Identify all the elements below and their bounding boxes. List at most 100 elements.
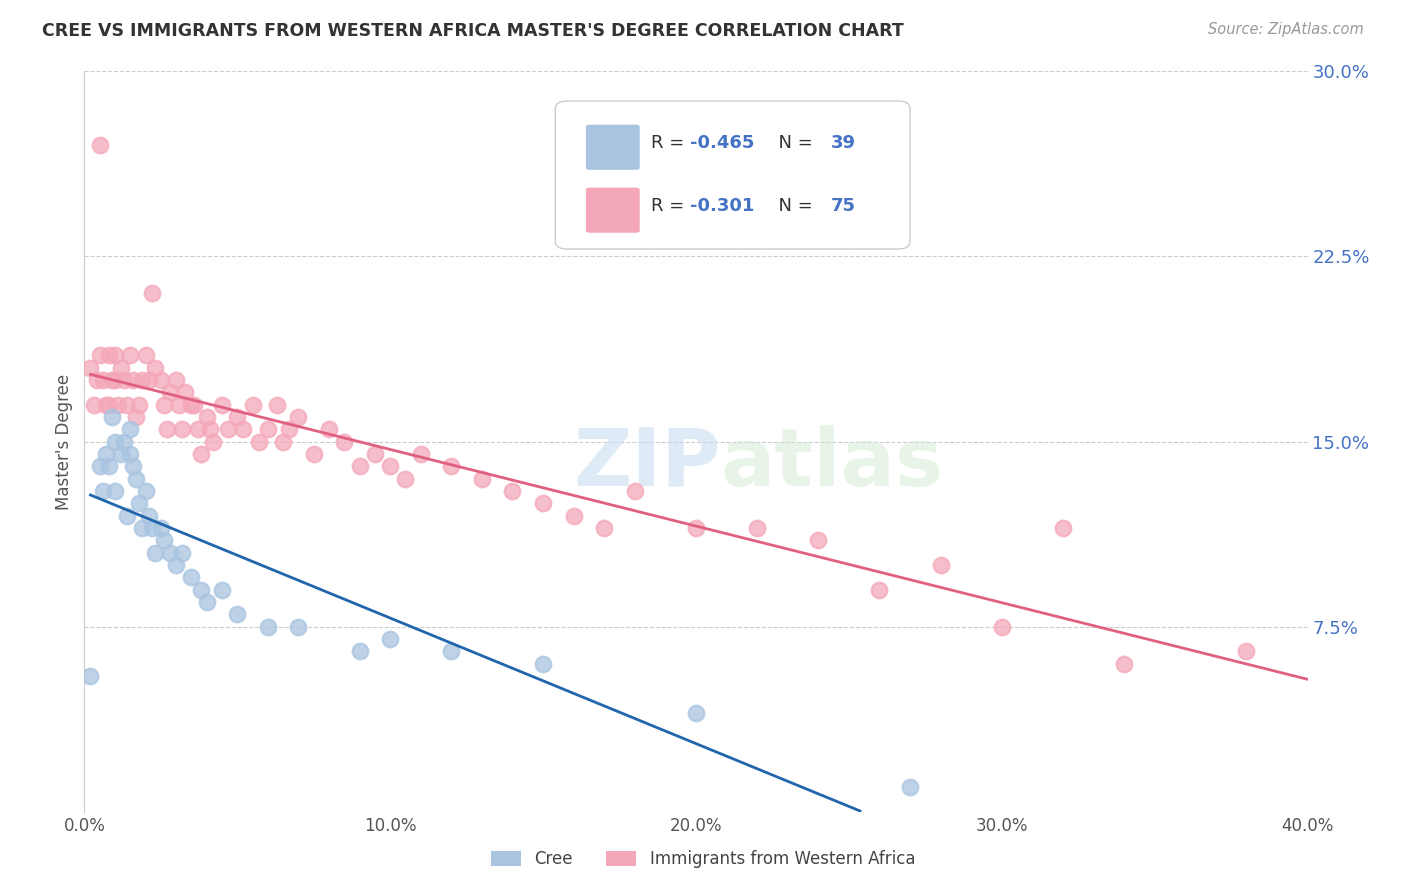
Point — [364, 447, 387, 461]
Point — [898, 780, 921, 794]
Point — [409, 447, 432, 461]
Point — [120, 447, 142, 461]
Point — [101, 373, 124, 387]
Text: 75: 75 — [831, 196, 855, 215]
Point — [120, 422, 142, 436]
Point — [287, 409, 309, 424]
Point — [131, 521, 153, 535]
Point — [94, 447, 117, 461]
Point — [89, 348, 111, 362]
Point — [531, 657, 554, 671]
Point — [115, 398, 138, 412]
Point — [89, 138, 111, 153]
Point — [380, 459, 402, 474]
Point — [172, 546, 194, 560]
Point — [593, 521, 616, 535]
Point — [110, 360, 132, 375]
Text: R =: R = — [651, 134, 690, 152]
Point — [242, 398, 264, 412]
Point — [104, 373, 127, 387]
Point — [153, 398, 176, 412]
Point — [685, 706, 707, 720]
Point — [79, 669, 101, 683]
Point — [97, 348, 120, 362]
Point — [198, 422, 221, 436]
Legend: Cree, Immigrants from Western Africa: Cree, Immigrants from Western Africa — [484, 844, 922, 875]
Point — [172, 422, 194, 436]
Point — [380, 632, 402, 646]
Point — [807, 533, 830, 548]
FancyBboxPatch shape — [586, 125, 640, 169]
Point — [747, 521, 769, 535]
Point — [1052, 521, 1074, 535]
Y-axis label: Master's Degree: Master's Degree — [55, 374, 73, 509]
Point — [143, 360, 166, 375]
Point — [257, 619, 280, 633]
Point — [562, 508, 585, 523]
Point — [471, 471, 494, 485]
Point — [266, 398, 288, 412]
Point — [125, 471, 148, 485]
Point — [159, 546, 181, 560]
Point — [531, 496, 554, 510]
Point — [1114, 657, 1136, 671]
Point — [97, 398, 120, 412]
Point — [141, 286, 163, 301]
Point — [190, 582, 212, 597]
Point — [302, 447, 325, 461]
Point — [128, 496, 150, 510]
Point — [440, 459, 463, 474]
Point — [226, 607, 249, 622]
Point — [333, 434, 356, 449]
Point — [112, 434, 135, 449]
Point — [120, 348, 142, 362]
Point — [186, 422, 208, 436]
FancyBboxPatch shape — [586, 187, 640, 233]
Point — [318, 422, 340, 436]
Point — [138, 508, 160, 523]
Point — [247, 434, 270, 449]
Point — [1236, 644, 1258, 658]
Point — [104, 348, 127, 362]
Point — [232, 422, 254, 436]
Point — [156, 422, 179, 436]
Point — [394, 471, 416, 485]
FancyBboxPatch shape — [555, 101, 910, 249]
Text: 39: 39 — [831, 134, 855, 152]
Point — [149, 521, 172, 535]
Point — [91, 373, 114, 387]
Point — [122, 373, 145, 387]
Point — [112, 373, 135, 387]
Text: -0.465: -0.465 — [690, 134, 754, 152]
Point — [195, 595, 218, 609]
Point — [138, 373, 160, 387]
Point — [217, 422, 239, 436]
Point — [97, 459, 120, 474]
Point — [135, 348, 157, 362]
Text: R =: R = — [651, 196, 690, 215]
Point — [180, 398, 202, 412]
Point — [201, 434, 224, 449]
Point — [104, 483, 127, 498]
Point — [153, 533, 176, 548]
Point — [115, 508, 138, 523]
Text: atlas: atlas — [720, 425, 943, 503]
Text: N =: N = — [766, 196, 818, 215]
Point — [89, 459, 111, 474]
Point — [86, 373, 108, 387]
Text: CREE VS IMMIGRANTS FROM WESTERN AFRICA MASTER'S DEGREE CORRELATION CHART: CREE VS IMMIGRANTS FROM WESTERN AFRICA M… — [42, 22, 904, 40]
Point — [624, 483, 647, 498]
Point — [83, 398, 105, 412]
Point — [122, 459, 145, 474]
Point — [107, 398, 129, 412]
Text: ZIP: ZIP — [574, 425, 720, 503]
Point — [135, 483, 157, 498]
Point — [869, 582, 891, 597]
Point — [125, 409, 148, 424]
Point — [101, 409, 124, 424]
Point — [287, 619, 309, 633]
Point — [174, 385, 197, 400]
Point — [141, 521, 163, 535]
Point — [226, 409, 249, 424]
Point — [104, 434, 127, 449]
